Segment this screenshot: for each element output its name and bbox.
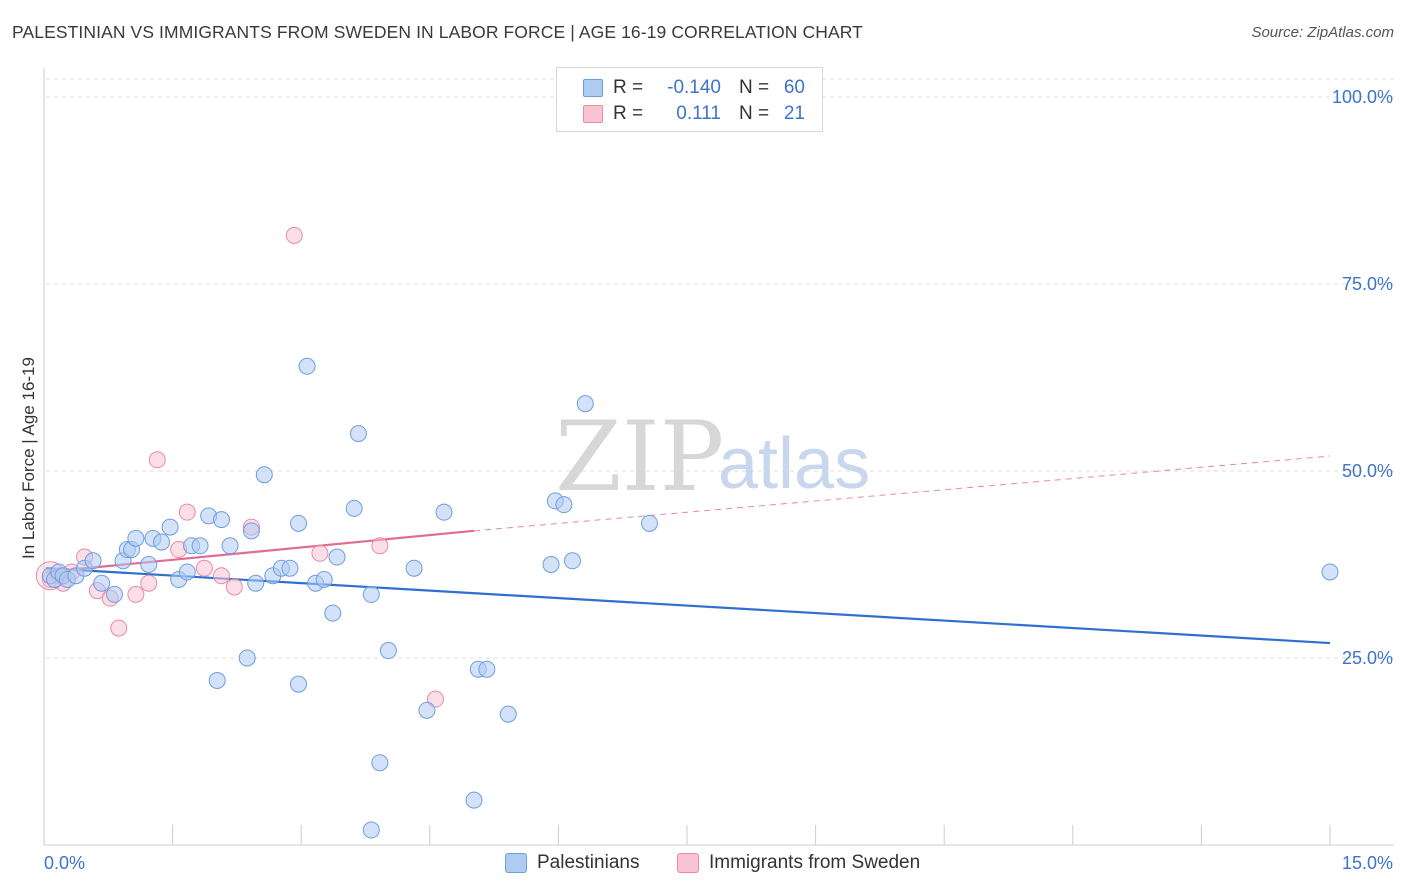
data-point-sweden: [195, 559, 213, 577]
data-point-palestinians: [465, 791, 483, 809]
y-tick-label: 75.0%: [1342, 274, 1393, 294]
data-point-palestinians: [418, 701, 436, 719]
points-immigrants-from-sweden: [35, 226, 444, 708]
legend-r-label: R =: [613, 77, 644, 98]
watermark-zip: ZIP: [555, 401, 724, 513]
data-point-palestinians: [315, 570, 333, 588]
data-point-palestinians: [127, 529, 145, 547]
y-tick-labels: 25.0% 50.0% 75.0% 100.0%: [1332, 87, 1393, 668]
legend-n-label: N =: [739, 103, 770, 124]
y-tick-label: 25.0%: [1342, 648, 1393, 668]
data-point-sweden: [110, 619, 128, 637]
x-tick-labels: 0.0% 15.0%: [44, 853, 1393, 873]
data-point-sweden: [212, 567, 230, 585]
data-point-palestinians: [499, 705, 517, 723]
legend-label-palestinians: Palestinians: [537, 852, 640, 873]
data-point-sweden: [371, 537, 389, 555]
data-point-palestinians: [298, 357, 316, 375]
data-point-sweden: [140, 574, 158, 592]
legend-item-sweden[interactable]: Immigrants from Sweden: [677, 852, 920, 874]
legend-swatch-palestinians: [583, 79, 603, 97]
data-point-palestinians: [191, 537, 209, 555]
legend-r-label: R =: [613, 103, 644, 124]
data-point-sweden: [225, 578, 243, 596]
data-point-palestinians: [281, 559, 299, 577]
data-point-palestinians: [84, 552, 102, 570]
data-point-palestinians: [93, 574, 111, 592]
data-point-palestinians: [640, 514, 658, 532]
data-point-palestinians: [242, 522, 260, 540]
series-legend: Palestinians Immigrants from Sweden: [0, 852, 1406, 878]
data-point-palestinians: [324, 604, 342, 622]
legend-r-value: 0.111: [676, 103, 721, 124]
data-point-sweden: [311, 544, 329, 562]
data-point-palestinians: [105, 585, 123, 603]
data-point-palestinians: [576, 395, 594, 413]
data-point-sweden: [426, 690, 444, 708]
data-point-palestinians: [140, 556, 158, 573]
data-point-palestinians: [212, 511, 230, 529]
legend-swatch-sweden: [583, 105, 603, 123]
data-point-sweden: [148, 451, 166, 469]
data-point-palestinians: [161, 518, 179, 536]
data-point-palestinians: [478, 660, 496, 678]
data-point-palestinians: [435, 503, 453, 521]
data-point-palestinians: [563, 552, 581, 570]
chart-title: PALESTINIAN VS IMMIGRANTS FROM SWEDEN IN…: [12, 22, 863, 42]
data-point-palestinians: [290, 514, 308, 532]
data-point-palestinians: [349, 425, 367, 443]
points-palestinians: [41, 357, 1339, 839]
data-point-palestinians: [555, 496, 573, 514]
data-point-palestinians: [362, 585, 380, 603]
data-point-palestinians: [405, 559, 423, 577]
legend-item-palestinians[interactable]: Palestinians: [505, 852, 639, 874]
data-point-palestinians: [1321, 563, 1339, 581]
data-point-palestinians: [153, 533, 171, 551]
correlation-legend: R = -0.140 N = 60 R = 0.111 N = 21: [556, 67, 823, 132]
data-point-palestinians: [178, 563, 196, 581]
grid-lines: [46, 78, 1394, 659]
data-point-palestinians: [379, 642, 397, 660]
source-label: Source: ZipAtlas.com: [1251, 24, 1394, 41]
data-point-sweden: [127, 585, 145, 603]
watermark-atlas: atlas: [718, 424, 870, 504]
legend-n-value: 60: [783, 77, 805, 98]
data-point-palestinians: [255, 466, 273, 484]
data-point-palestinians: [238, 649, 256, 667]
data-point-palestinians: [542, 556, 560, 573]
data-point-sweden: [285, 226, 303, 244]
data-point-palestinians: [328, 548, 346, 566]
axes: [43, 68, 1394, 846]
data-point-palestinians: [290, 675, 308, 693]
y-axis-label: In Labor Force | Age 16-19: [19, 357, 38, 559]
trend-line-sweden-extension: [473, 455, 1331, 532]
y-tick-label: 50.0%: [1342, 461, 1393, 481]
data-point-palestinians: [345, 499, 363, 517]
data-point-palestinians: [221, 537, 239, 555]
legend-n-value: 21: [783, 103, 805, 124]
x-tick-label: 0.0%: [44, 853, 85, 873]
data-point-palestinians: [362, 821, 380, 839]
legend-swatch-sweden: [677, 853, 699, 873]
data-point-palestinians: [247, 574, 265, 592]
data-point-palestinians: [208, 671, 226, 689]
legend-r-value: -0.140: [667, 77, 721, 98]
y-tick-label: 100.0%: [1332, 87, 1393, 107]
legend-swatch-palestinians: [505, 853, 527, 873]
legend-row-sweden: R = 0.111 N = 21: [583, 102, 805, 126]
legend-row-palestinians: R = -0.140 N = 60: [583, 76, 805, 100]
trend-line-palestinians: [45, 567, 1331, 645]
data-point-sweden: [178, 503, 196, 521]
data-point-palestinians: [371, 754, 389, 772]
legend-label-sweden: Immigrants from Sweden: [709, 852, 921, 873]
x-tick-label: 15.0%: [1342, 853, 1393, 873]
legend-n-label: N =: [739, 77, 770, 98]
